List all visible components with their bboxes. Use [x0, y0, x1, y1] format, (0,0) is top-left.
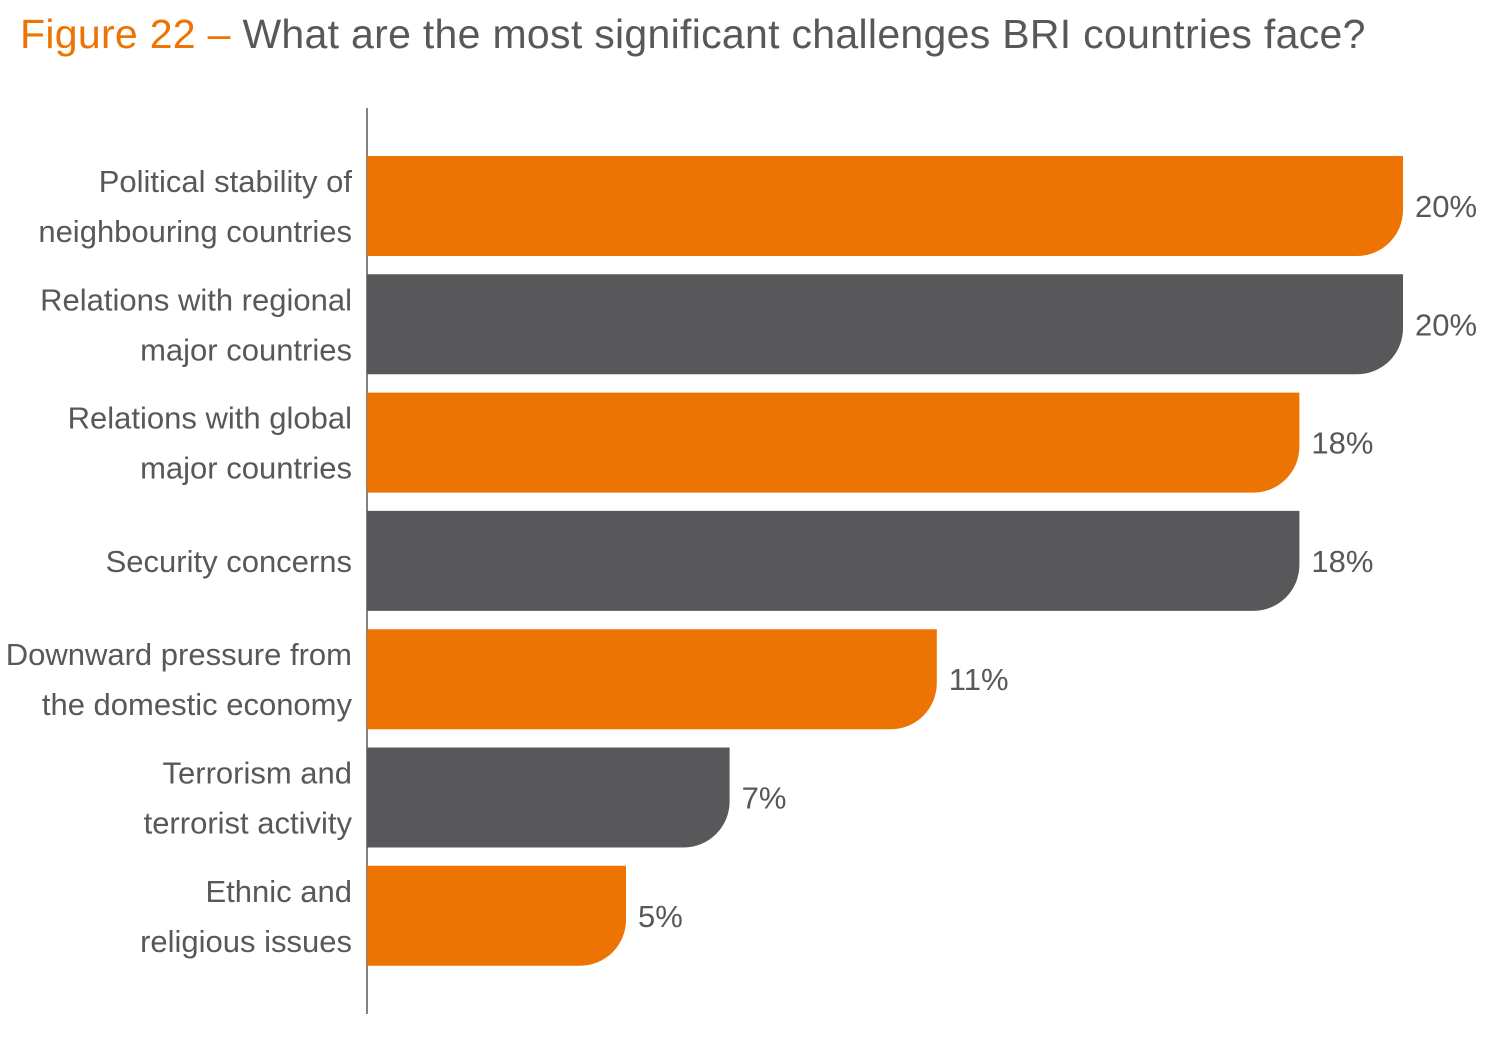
- title-separator: –: [207, 11, 231, 57]
- value-label-0: 20%: [1415, 189, 1477, 224]
- bar-1: [367, 274, 1403, 375]
- bar-6: [367, 865, 626, 966]
- bar-2: [367, 392, 1300, 493]
- category-label-0: Political stability of neighbouring count…: [38, 164, 352, 249]
- category-label-4-line-0: Downward pressure from: [6, 637, 352, 672]
- value-label-5: 7%: [742, 781, 787, 816]
- category-label-5-line-0: Terrorism and: [163, 756, 353, 791]
- figure-title: Figure 22 – What are the most significan…: [20, 8, 1366, 60]
- value-label-2: 18%: [1311, 426, 1373, 461]
- value-label-4: 11%: [949, 662, 1009, 697]
- category-label-5-line-1: terrorist activity: [144, 806, 353, 841]
- bar-4: [367, 629, 937, 730]
- category-label-3-line-0: Security concerns: [106, 544, 352, 579]
- category-label-4-line-1: the domestic economy: [42, 687, 353, 722]
- category-label-6-line-1: religious issues: [140, 924, 352, 959]
- bar-3: [367, 510, 1300, 611]
- value-label-3: 18%: [1311, 544, 1373, 579]
- category-label-1-line-1: major countries: [140, 332, 352, 367]
- figure-question: What are the most significant challenges…: [242, 11, 1366, 57]
- value-label-6: 5%: [638, 899, 683, 934]
- category-label-2-line-0: Relations with global: [68, 401, 352, 436]
- category-label-0-line-1: neighbouring countries: [38, 214, 352, 249]
- figure-label: Figure 22: [20, 11, 196, 57]
- category-label-3: Security concerns: [106, 544, 352, 579]
- category-label-2: Relations with global major countries: [68, 401, 352, 486]
- category-label-6: Ethnic and religious issues: [140, 874, 352, 959]
- category-label-6-line-0: Ethnic and: [206, 874, 353, 909]
- bar-0: [367, 156, 1403, 256]
- bar-5: [367, 747, 730, 848]
- category-label-4: Downward pressure from the domestic econo…: [6, 637, 353, 722]
- category-label-1: Relations with regional major countries: [40, 282, 352, 367]
- value-label-1: 20%: [1415, 307, 1477, 342]
- category-label-2-line-1: major countries: [140, 451, 352, 486]
- category-label-0-line-0: Political stability of: [99, 164, 353, 199]
- category-label-5: Terrorism and terrorist activity: [144, 756, 353, 841]
- category-label-1-line-0: Relations with regional: [40, 282, 352, 317]
